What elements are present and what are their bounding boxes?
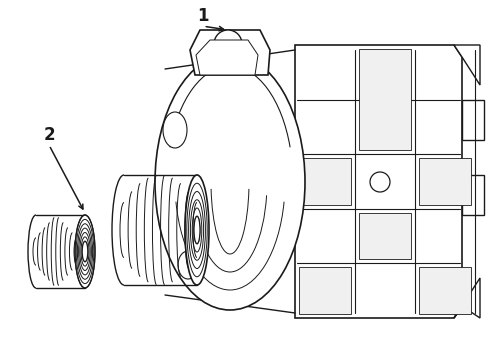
- Ellipse shape: [194, 216, 200, 244]
- Polygon shape: [419, 267, 471, 314]
- Polygon shape: [462, 100, 484, 140]
- Ellipse shape: [178, 251, 198, 279]
- Polygon shape: [295, 45, 462, 318]
- Ellipse shape: [82, 241, 88, 262]
- Ellipse shape: [75, 215, 95, 288]
- Polygon shape: [454, 278, 480, 318]
- Ellipse shape: [155, 54, 305, 310]
- Ellipse shape: [185, 175, 209, 285]
- Polygon shape: [359, 49, 411, 150]
- Polygon shape: [462, 175, 484, 215]
- Polygon shape: [419, 158, 471, 205]
- Polygon shape: [359, 213, 411, 260]
- Polygon shape: [454, 45, 480, 85]
- Text: 2: 2: [43, 126, 55, 144]
- Polygon shape: [196, 40, 258, 75]
- Polygon shape: [190, 30, 270, 75]
- Ellipse shape: [370, 172, 390, 192]
- Text: 1: 1: [197, 7, 209, 25]
- Ellipse shape: [214, 30, 242, 58]
- Polygon shape: [299, 158, 351, 205]
- Polygon shape: [299, 267, 351, 314]
- Ellipse shape: [163, 112, 187, 148]
